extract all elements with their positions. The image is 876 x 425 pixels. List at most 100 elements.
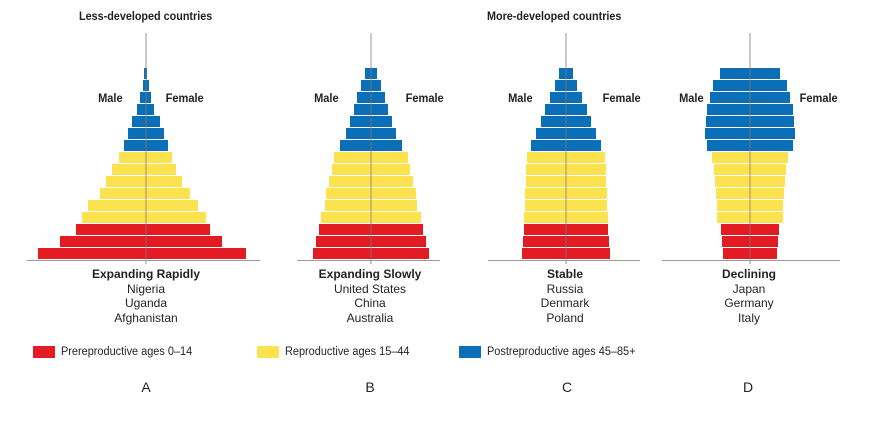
bar-female-reproductive <box>750 164 786 175</box>
example-country: Poland <box>546 310 584 325</box>
male-label-b: Male <box>314 91 339 105</box>
male-label-c: Male <box>508 91 533 105</box>
bar-male-postreproductive <box>545 104 566 115</box>
bar-male-postreproductive <box>541 116 566 127</box>
bar-male-postreproductive <box>705 128 750 139</box>
group-title-more-developed: More-developed countries <box>487 9 622 23</box>
bar-male-postreproductive <box>720 68 750 79</box>
bar-male-reproductive <box>715 176 750 187</box>
bar-female-reproductive <box>146 152 172 163</box>
bar-female-reproductive <box>146 164 176 175</box>
bar-male-postreproductive <box>559 68 566 79</box>
bar-male-postreproductive <box>132 116 146 127</box>
legend-label-postreproductive: Postreproductive ages 45–85+ <box>487 346 636 358</box>
bar-female-reproductive <box>750 188 784 199</box>
bar-female-reproductive <box>146 188 190 199</box>
female-label-a: Female <box>165 91 204 105</box>
bar-male-postreproductive <box>531 140 566 151</box>
bar-female-prereproductive <box>146 224 210 235</box>
male-label-d: Male <box>679 91 704 105</box>
legend-item-postreproductive: Postreproductive ages 45–85+ <box>459 345 643 359</box>
pyramid-c <box>488 33 640 264</box>
legend-swatch-reproductive <box>257 346 279 358</box>
bar-female-postreproductive <box>371 128 396 139</box>
bar-male-reproductive <box>716 188 750 199</box>
bar-male-postreproductive <box>350 116 371 127</box>
group-title-less-developed: Less-developed countries <box>79 9 213 23</box>
bar-female-reproductive <box>371 212 421 223</box>
legend-label-prereproductive: Prereproductive ages 0–14 <box>61 346 193 358</box>
pyramid-title-c: Stable <box>546 267 583 281</box>
bar-female-postreproductive <box>566 92 582 103</box>
bar-female-reproductive <box>750 200 783 211</box>
bar-male-reproductive <box>717 200 750 211</box>
panel-letter-b: B <box>365 379 375 395</box>
bar-male-prereproductive <box>524 224 566 235</box>
bar-female-postreproductive <box>371 68 377 79</box>
bar-female-prereproductive <box>371 224 423 235</box>
bar-female-prereproductive <box>566 248 610 259</box>
bar-female-reproductive <box>371 152 408 163</box>
bar-female-prereproductive <box>566 224 608 235</box>
bar-male-reproductive <box>525 200 566 211</box>
panel-letter-d: D <box>742 379 754 395</box>
bar-female-postreproductive <box>750 140 793 151</box>
bar-male-postreproductive <box>365 68 371 79</box>
example-country: Italy <box>737 310 760 325</box>
bar-female-postreproductive <box>371 116 392 127</box>
bar-male-postreproductive <box>536 128 566 139</box>
caption-d: Declining Japan Germany Italy <box>659 267 839 325</box>
bar-female-postreproductive <box>146 128 164 139</box>
bar-female-postreproductive <box>371 140 402 151</box>
bar-female-reproductive <box>566 200 607 211</box>
bar-female-reproductive <box>371 200 417 211</box>
bar-male-reproductive <box>525 188 566 199</box>
bar-female-prereproductive <box>371 248 429 259</box>
female-label-b: Female <box>405 91 444 105</box>
bar-male-reproductive <box>112 164 146 175</box>
bar-female-reproductive <box>566 212 608 223</box>
pyramid-a <box>27 33 260 264</box>
example-country: Nigeria <box>126 281 165 296</box>
example-country: Australia <box>346 310 394 325</box>
bar-male-prereproductive <box>319 224 371 235</box>
example-country: Denmark <box>540 296 590 310</box>
bar-male-reproductive <box>332 164 371 175</box>
legend-item-prereproductive: Prereproductive ages 0–14 <box>33 345 199 359</box>
bar-female-postreproductive <box>566 68 573 79</box>
bar-female-postreproductive <box>750 104 793 115</box>
female-label-c: Female <box>602 91 641 105</box>
bar-male-postreproductive <box>357 92 371 103</box>
bar-male-postreproductive <box>340 140 371 151</box>
bar-female-reproductive <box>146 212 206 223</box>
bar-male-reproductive <box>106 176 146 187</box>
bar-male-reproductive <box>334 152 371 163</box>
bar-male-reproductive <box>717 212 750 223</box>
bar-male-prereproductive <box>76 224 146 235</box>
example-country: Japan <box>732 281 766 296</box>
bar-female-postreproductive <box>750 92 790 103</box>
bar-male-postreproductive <box>710 92 750 103</box>
example-country: China <box>354 296 386 310</box>
female-label-d: Female <box>799 91 838 105</box>
bar-female-postreproductive <box>750 116 794 127</box>
caption-a: Expanding Rapidly Nigeria Uganda Afghani… <box>56 267 236 325</box>
bar-male-prereproductive <box>722 236 750 247</box>
bar-female-prereproductive <box>750 248 777 259</box>
bar-male-reproductive <box>329 176 371 187</box>
bar-female-postreproductive <box>566 80 577 91</box>
bar-female-postreproductive <box>371 104 388 115</box>
caption-b: Expanding Slowly United States China Aus… <box>280 267 460 325</box>
legend-label-reproductive: Reproductive ages 15–44 <box>285 346 410 358</box>
bar-male-postreproductive <box>140 92 146 103</box>
bar-female-postreproductive <box>146 92 151 103</box>
bar-male-reproductive <box>325 200 371 211</box>
bar-female-reproductive <box>566 176 606 187</box>
bar-male-reproductive <box>119 152 146 163</box>
bar-male-prereproductive <box>38 248 146 259</box>
bar-male-postreproductive <box>706 116 750 127</box>
bar-female-postreproductive <box>566 140 601 151</box>
legend-swatch-prereproductive <box>33 346 55 358</box>
bar-female-reproductive <box>566 188 607 199</box>
